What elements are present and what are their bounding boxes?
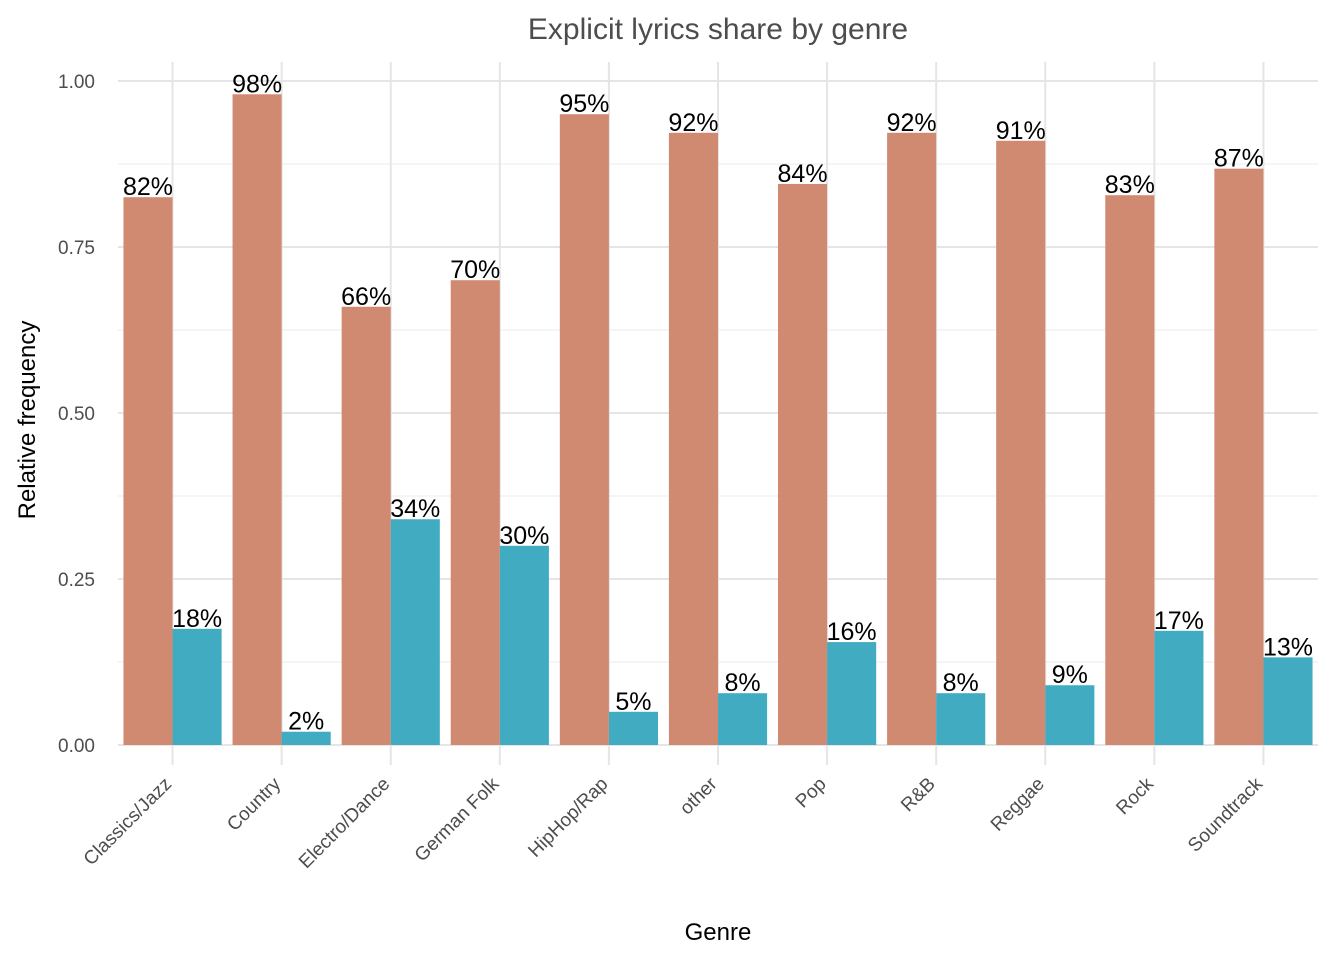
- bar: [778, 183, 828, 746]
- bar-value-label: 5%: [615, 688, 651, 716]
- bar: [499, 545, 549, 745]
- bar-value-label: 70%: [450, 256, 500, 284]
- bar: [559, 114, 609, 745]
- x-tick-label: Country: [223, 773, 285, 835]
- x-tick-label: Reggae: [987, 774, 1049, 836]
- bar-value-label: 98%: [232, 70, 282, 98]
- bar: [172, 628, 222, 745]
- x-tick-label: other: [676, 773, 722, 819]
- bar: [232, 94, 282, 745]
- y-tick-label: 1.00: [58, 72, 95, 93]
- bar: [936, 693, 986, 745]
- y-tick-label: 0.25: [58, 570, 95, 591]
- bar: [1045, 685, 1095, 745]
- y-axis-title: Relative frequency: [14, 321, 41, 520]
- bar-value-label: 83%: [1105, 171, 1155, 199]
- chart-title: Explicit lyrics share by genre: [528, 13, 908, 46]
- bar: [1154, 630, 1204, 745]
- bar-value-label: 82%: [123, 173, 173, 201]
- bar: [390, 519, 440, 745]
- bar: [608, 711, 658, 745]
- bar-value-label: 16%: [827, 618, 877, 646]
- bar-value-label: 30%: [499, 522, 549, 550]
- bar: [450, 280, 500, 745]
- bar-value-label: 92%: [668, 109, 718, 137]
- bar: [341, 306, 391, 745]
- bar: [1105, 195, 1155, 745]
- bar-value-label: 91%: [996, 117, 1046, 145]
- bar-value-label: 9%: [1052, 661, 1088, 689]
- x-tick-label: R&B: [897, 774, 939, 816]
- bar: [1263, 657, 1313, 745]
- bars: [123, 94, 1313, 746]
- bar-value-label: 34%: [390, 495, 440, 523]
- x-tick-label: German Folk: [411, 773, 504, 866]
- x-tick-label: Soundtrack: [1184, 773, 1267, 856]
- bar-value-label: 92%: [887, 109, 937, 137]
- bar-value-label: 84%: [778, 160, 828, 188]
- bar-value-label: 13%: [1263, 633, 1313, 661]
- bar: [718, 693, 768, 745]
- y-tick-label: 0.75: [58, 238, 95, 259]
- bar: [123, 197, 173, 745]
- bar-value-label: 17%: [1154, 607, 1204, 635]
- bar: [827, 642, 877, 745]
- x-axis-title: Genre: [685, 919, 752, 946]
- y-tick-label: 0.00: [58, 736, 95, 757]
- x-axis-ticks: Classics/Jazz Country Electro/Dance German …: [80, 773, 1267, 873]
- bar-value-label: 8%: [943, 669, 979, 697]
- bar: [668, 132, 718, 746]
- bar: [1214, 168, 1264, 745]
- x-tick-label: Classics/Jazz: [80, 774, 176, 870]
- y-tick-label: 0.50: [58, 404, 95, 425]
- bar-value-label: 18%: [172, 605, 222, 633]
- bar-value-label: 8%: [724, 669, 760, 697]
- bar-value-label: 2%: [288, 708, 324, 736]
- x-tick-label: Rock: [1112, 773, 1158, 819]
- y-axis-ticks: 0.00 0.25 0.50 0.75 1.00: [58, 72, 95, 757]
- x-tick-label: HipHop/Rap: [524, 774, 612, 862]
- bar-value-label: 95%: [559, 90, 609, 118]
- bar-value-label: 87%: [1214, 145, 1264, 173]
- x-tick-label: Electro/Dance: [295, 774, 394, 873]
- bar-value-label: 66%: [341, 283, 391, 311]
- x-tick-label: Pop: [792, 774, 831, 813]
- data-labels: 82% 98% 66% 70% 95% 92% 84% 92% 91% 83% 87% 18% 2% 34…: [123, 70, 1313, 735]
- bar: [996, 140, 1046, 745]
- bar: [887, 132, 937, 746]
- bar: [281, 731, 331, 745]
